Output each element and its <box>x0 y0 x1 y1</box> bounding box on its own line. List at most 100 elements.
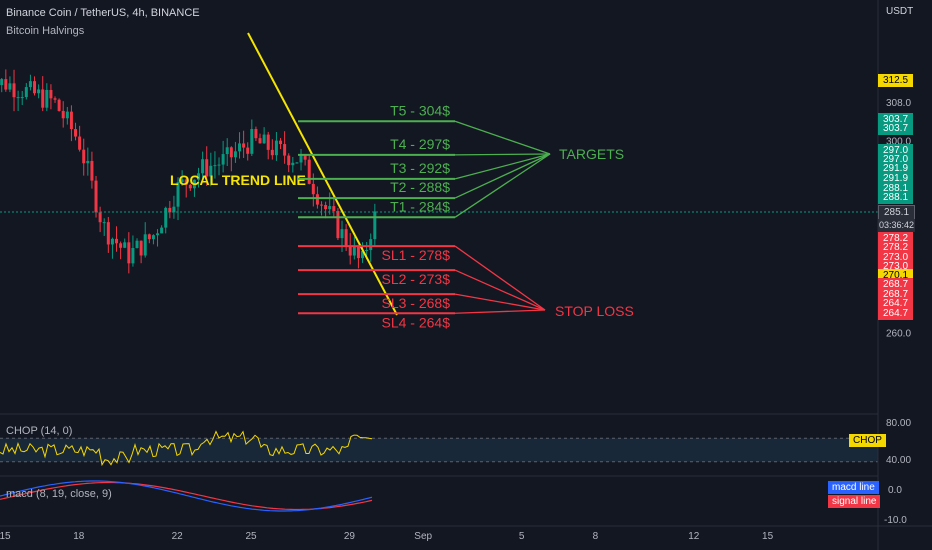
symbol-title[interactable]: Binance Coin / TetherUS, 4h, BINANCE <box>6 7 200 19</box>
candle-body <box>246 147 250 154</box>
candle-body <box>180 179 184 183</box>
candle-body <box>201 159 205 174</box>
candle-body <box>98 212 102 223</box>
chop-line <box>0 430 373 467</box>
halvings-indicator-label[interactable]: Bitcoin Halvings <box>6 25 85 37</box>
time-tick-label: 15 <box>762 531 774 542</box>
candle-body <box>344 229 348 247</box>
candle-body <box>361 251 365 259</box>
candle-body <box>74 129 78 137</box>
candle-body <box>348 246 352 256</box>
time-tick-label: 18 <box>73 531 85 542</box>
macd-tick-0: 0.0 <box>888 485 902 496</box>
candle-body <box>205 159 209 177</box>
macd-main-line <box>0 480 373 512</box>
chop-tick-40: 40.00 <box>886 455 912 466</box>
candle-body <box>82 149 86 164</box>
candle-body <box>336 211 340 239</box>
candle-body <box>78 136 82 150</box>
candle-body <box>238 143 242 152</box>
price-tick-label: 260.0 <box>886 328 911 339</box>
candle-body <box>303 155 307 160</box>
candle-body <box>262 134 266 144</box>
candle-body <box>8 83 12 90</box>
time-tick-label: 8 <box>592 531 599 542</box>
candle-body <box>33 81 37 94</box>
candle-body <box>168 207 172 213</box>
candle-body <box>279 140 283 145</box>
candle-body <box>164 207 168 228</box>
candle-body <box>188 184 192 189</box>
candle-body <box>49 89 53 99</box>
candle-body <box>151 235 155 240</box>
candle-body <box>106 222 110 245</box>
candle-body <box>176 182 180 207</box>
candle-body <box>332 206 336 212</box>
signal-line-badge: signal line <box>828 495 881 508</box>
candle-body <box>295 162 299 164</box>
candle-body <box>102 222 106 224</box>
stop-arrow <box>454 293 546 311</box>
target-label: T4 - 297$ <box>390 136 450 152</box>
chop-pane <box>0 430 878 467</box>
stoploss-label: STOP LOSS <box>555 303 634 319</box>
price-tag: 264.7 <box>878 306 913 320</box>
macd-pane <box>0 480 373 512</box>
candle-body <box>28 81 32 88</box>
stop-label: SL1 - 278$ <box>382 247 451 263</box>
macd-line-badge: macd line <box>828 481 879 494</box>
candle-body <box>156 233 160 236</box>
candle-body <box>135 240 139 248</box>
candle-body <box>217 164 221 166</box>
countdown-tag: 03:36:42 <box>878 219 915 232</box>
candle-body <box>131 247 135 264</box>
target-label: T3 - 292$ <box>390 160 450 176</box>
trend-line-label: LOCAL TREND LINE <box>170 172 306 188</box>
chop-band <box>0 438 878 462</box>
candle-body <box>213 165 217 167</box>
candle-body <box>311 183 315 195</box>
targets-label: TARGETS <box>559 146 624 162</box>
candle-body <box>254 129 258 139</box>
candle-body <box>0 79 4 86</box>
stop-label: SL2 - 273$ <box>382 271 451 287</box>
candle-body <box>233 151 237 158</box>
price-tag: 312.5 <box>878 73 913 87</box>
candle-body <box>324 204 328 210</box>
chop-tick-80: 80.00 <box>886 418 912 429</box>
candle-body <box>328 206 332 210</box>
candle-body <box>258 138 262 144</box>
candle-body <box>197 173 201 180</box>
candle-body <box>225 147 229 155</box>
candle-body <box>61 110 65 119</box>
candle-body <box>110 238 114 245</box>
macd-title[interactable]: macd (8, 19, close, 9) <box>6 488 112 500</box>
target-label: T2 - 288$ <box>390 179 450 195</box>
target-arrow <box>454 120 551 155</box>
time-tick-label: 15 <box>0 531 11 542</box>
time-tick-label: Sep <box>414 531 433 542</box>
candle-body <box>373 211 377 240</box>
price-tick-label: 308.0 <box>886 98 911 109</box>
stop-arrow <box>454 309 546 314</box>
candle-body <box>266 134 270 150</box>
candle-body <box>115 238 119 244</box>
candle-body <box>160 227 164 234</box>
candle-body <box>69 111 73 130</box>
stop-arrow <box>454 245 546 311</box>
candle-body <box>143 234 147 256</box>
candle-body <box>65 111 69 119</box>
candle-body <box>274 140 278 156</box>
candle-body <box>184 179 188 185</box>
candle-body <box>16 97 20 99</box>
candle-body <box>57 99 61 111</box>
candle-body <box>53 98 57 100</box>
candle-body <box>123 242 127 248</box>
candle-body <box>352 246 356 256</box>
candle-body <box>24 87 28 98</box>
chop-title[interactable]: CHOP (14, 0) <box>6 425 73 437</box>
time-tick-label: 29 <box>343 531 355 542</box>
candle-body <box>12 83 16 98</box>
stop-arrow <box>454 269 546 311</box>
